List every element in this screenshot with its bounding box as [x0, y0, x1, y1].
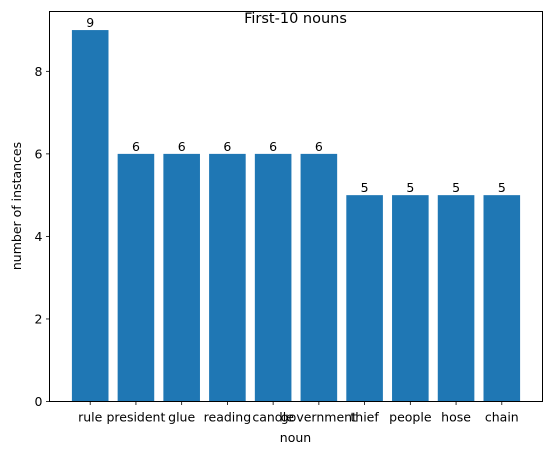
- data-label-hose: 5: [452, 180, 460, 195]
- bars-group: [71, 30, 521, 402]
- x-tick-label-hose: hose: [441, 410, 471, 425]
- x-tick-label-reading: reading: [204, 410, 251, 425]
- bar-candle: [254, 153, 292, 402]
- bar-chain: [483, 195, 521, 402]
- y-tick-label-8: 8: [35, 64, 43, 79]
- bar-hose: [437, 195, 475, 402]
- x-tick-label-thief: thief: [350, 410, 379, 425]
- bar-government: [300, 153, 338, 402]
- x-tick-label-chain: chain: [485, 410, 519, 425]
- chart-title: First-10 nouns: [244, 11, 347, 27]
- bar-reading: [209, 153, 246, 402]
- y-tick-label-0: 0: [35, 394, 43, 409]
- x-axis-ticks: rule president glue reading candlegovernment…: [78, 401, 519, 425]
- x-tick-label-people: people: [389, 410, 432, 425]
- x-tick-label-glue: glue: [168, 410, 195, 425]
- x-tick-label-government: government: [281, 410, 357, 425]
- plot-frame: [49, 11, 543, 402]
- bar-thief: [346, 195, 383, 402]
- y-tick-label-2: 2: [35, 311, 43, 326]
- data-label-president: 6: [132, 139, 140, 154]
- x-axis-label: noun: [280, 430, 311, 445]
- y-tick-label-4: 4: [35, 229, 43, 244]
- data-labels-group: 9 6 6 6 6 6 5 5 5 5: [86, 15, 506, 195]
- y-tick-label-6: 6: [35, 146, 43, 161]
- data-label-reading: 6: [223, 139, 231, 154]
- x-tick-label-rule: rule: [78, 410, 103, 425]
- data-label-people: 5: [406, 180, 414, 195]
- x-tick-label-president: president: [106, 410, 165, 425]
- y-axis-ticks: 0 2 4 6 8: [35, 64, 50, 409]
- data-label-rule: 9: [86, 15, 94, 30]
- bar-glue: [163, 153, 200, 402]
- data-label-chain: 5: [498, 180, 506, 195]
- bar-people: [392, 195, 429, 402]
- data-label-government: 6: [315, 139, 323, 154]
- data-label-candle: 6: [269, 139, 277, 154]
- y-axis-label: number of instances: [9, 142, 24, 270]
- data-label-thief: 5: [361, 180, 369, 195]
- x-tick-label-candle: candle: [252, 410, 294, 425]
- bar-rule: [71, 30, 109, 402]
- data-label-glue: 6: [178, 139, 186, 154]
- bar-president: [117, 153, 155, 402]
